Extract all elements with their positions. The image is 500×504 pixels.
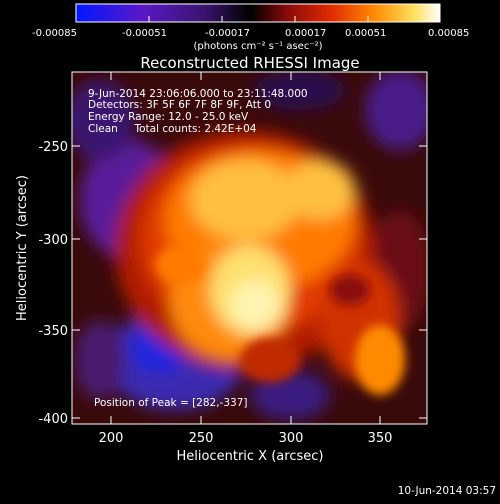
x-tick-label: 350 (368, 431, 393, 446)
timestamp: 10-Jun-2014 03:57 (398, 485, 496, 497)
y-axis-label: Heliocentric Y (arcsec) (15, 175, 30, 321)
plot-frame (71, 71, 428, 425)
info-clean-counts: Clean Total counts: 2.42E+04 (88, 123, 257, 135)
info-detectors: Detectors: 3F 5F 6F 7F 8F 9F, Att 0 (88, 99, 271, 111)
x-tick-label: 200 (99, 431, 124, 446)
colorbar-tick-label: -0.00017 (205, 28, 250, 39)
x-tick-label: 250 (189, 431, 214, 446)
x-axis-label: Heliocentric X (arcsec) (177, 449, 324, 464)
axis-ticks (72, 72, 427, 424)
y-tick-label: -250 (38, 140, 68, 155)
heatmap-image (72, 72, 427, 424)
colorbar-tick-label: 0.00085 (428, 28, 469, 39)
colorbar-gradient (75, 3, 441, 23)
y-tick-label: -300 (38, 233, 68, 248)
colorbar-tick-label: -0.00085 (32, 28, 77, 39)
y-tick-label: -400 (38, 412, 68, 427)
colorbar-tick-label: 0.00051 (345, 28, 386, 39)
peak-position-label: Position of Peak = [282,-337] (94, 397, 248, 409)
colorbar-unit-label: (photons cm⁻² s⁻¹ asec⁻²) (193, 41, 322, 52)
colorbar-ticks (75, 16, 441, 22)
colorbar-tick-label: 0.00017 (285, 28, 326, 39)
info-time-range: 9-Jun-2014 23:06:06.000 to 23:11:48.000 (88, 88, 308, 100)
y-tick-label: -350 (38, 324, 68, 339)
colorbar: -0.00085 -0.00051 -0.00017 0.00017 0.000… (32, 3, 469, 52)
x-tick-label: 300 (279, 431, 304, 446)
plot-title: Reconstructed RHESSI Image (140, 54, 359, 72)
colorbar-tick-label: -0.00051 (122, 28, 167, 39)
info-energy-range: Energy Range: 12.0 - 25.0 keV (88, 111, 249, 123)
